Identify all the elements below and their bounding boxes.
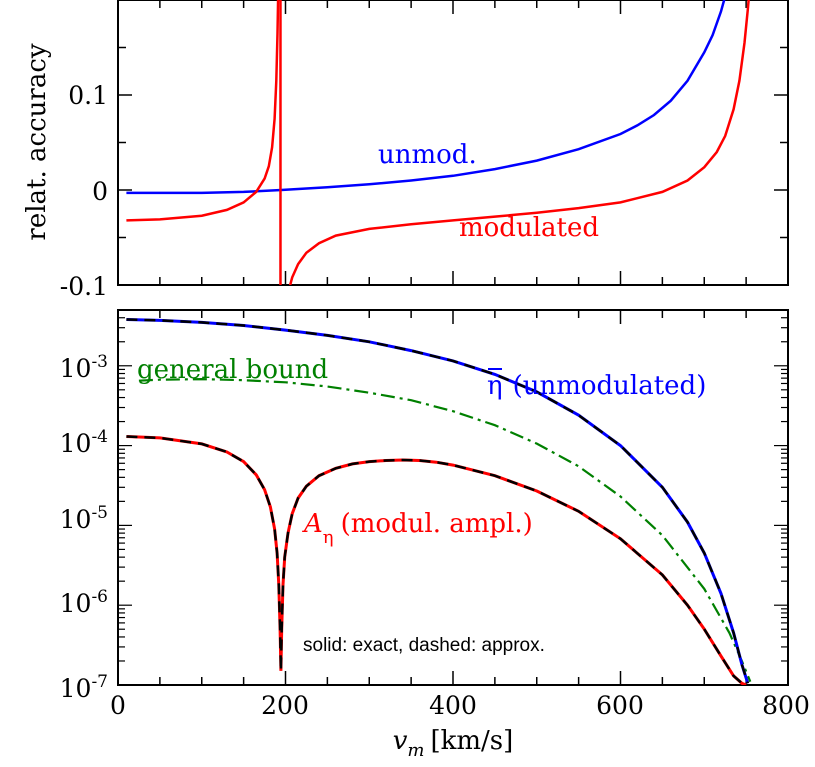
bottom-y-tick-label-1e-5: 10-5 xyxy=(60,503,108,534)
bottom-y-tick-label-1e-3: 10-3 xyxy=(60,352,108,383)
x-tick-label-800: 800 xyxy=(762,691,810,720)
bottom-y-tick-label-1e-7: 10-7 xyxy=(60,672,108,703)
top-y-tick-label-0.1: 0.1 xyxy=(68,81,108,110)
top-y-tick-label-0: 0 xyxy=(92,177,108,206)
top-y-axis-title: relat. accuracy xyxy=(22,43,52,240)
bottom-panel: 10-3 10-4 10-5 10-6 10-7 0 200 400 600 8… xyxy=(60,309,810,761)
bottom-panel-ticks xyxy=(118,309,788,686)
bottom-y-tick-label-1e-6: 10-6 xyxy=(60,587,108,618)
x-tick-label-0: 0 xyxy=(110,691,126,720)
bottom-panel-series xyxy=(126,318,752,685)
label-modulated: modulated xyxy=(459,213,599,243)
x-tick-label-200: 200 xyxy=(261,691,309,720)
top-panel-ticks xyxy=(118,0,788,286)
x-tick-label-400: 400 xyxy=(429,691,477,720)
top-panel-series xyxy=(126,0,750,285)
x-tick-label-600: 600 xyxy=(596,691,644,720)
series-unmod-line xyxy=(126,0,726,195)
label-general-bound: general bound xyxy=(137,355,328,385)
label-unmodulated: η (unmodulated) xyxy=(487,368,706,401)
legend-note: solid: exact, dashed: approx. xyxy=(303,635,545,656)
bottom-series-group xyxy=(126,318,752,685)
series-modulated-line-0 xyxy=(126,0,280,222)
bottom-y-tick-label-1e-4: 10-4 xyxy=(60,427,108,458)
series-unmodulated-approx-line xyxy=(126,318,749,684)
eta-bar-symbol: η xyxy=(487,371,503,401)
x-axis-title: vm [km/s] xyxy=(393,726,514,761)
top-panel: 0.1 0 -0.1 relat. accuracy unmod. modula… xyxy=(22,0,789,301)
top-y-tick-label-neg0.1: -0.1 xyxy=(60,272,108,301)
top-series-group xyxy=(126,0,750,285)
label-modulation-amplitude: Aη (modul. ampl.) xyxy=(302,509,533,548)
series-modulated-line-1 xyxy=(288,0,750,285)
label-unmod: unmod. xyxy=(378,140,477,170)
svg-text:η(unmodulated): η (unmodulated) xyxy=(487,371,706,401)
series-modulated-approx-line xyxy=(126,435,747,685)
